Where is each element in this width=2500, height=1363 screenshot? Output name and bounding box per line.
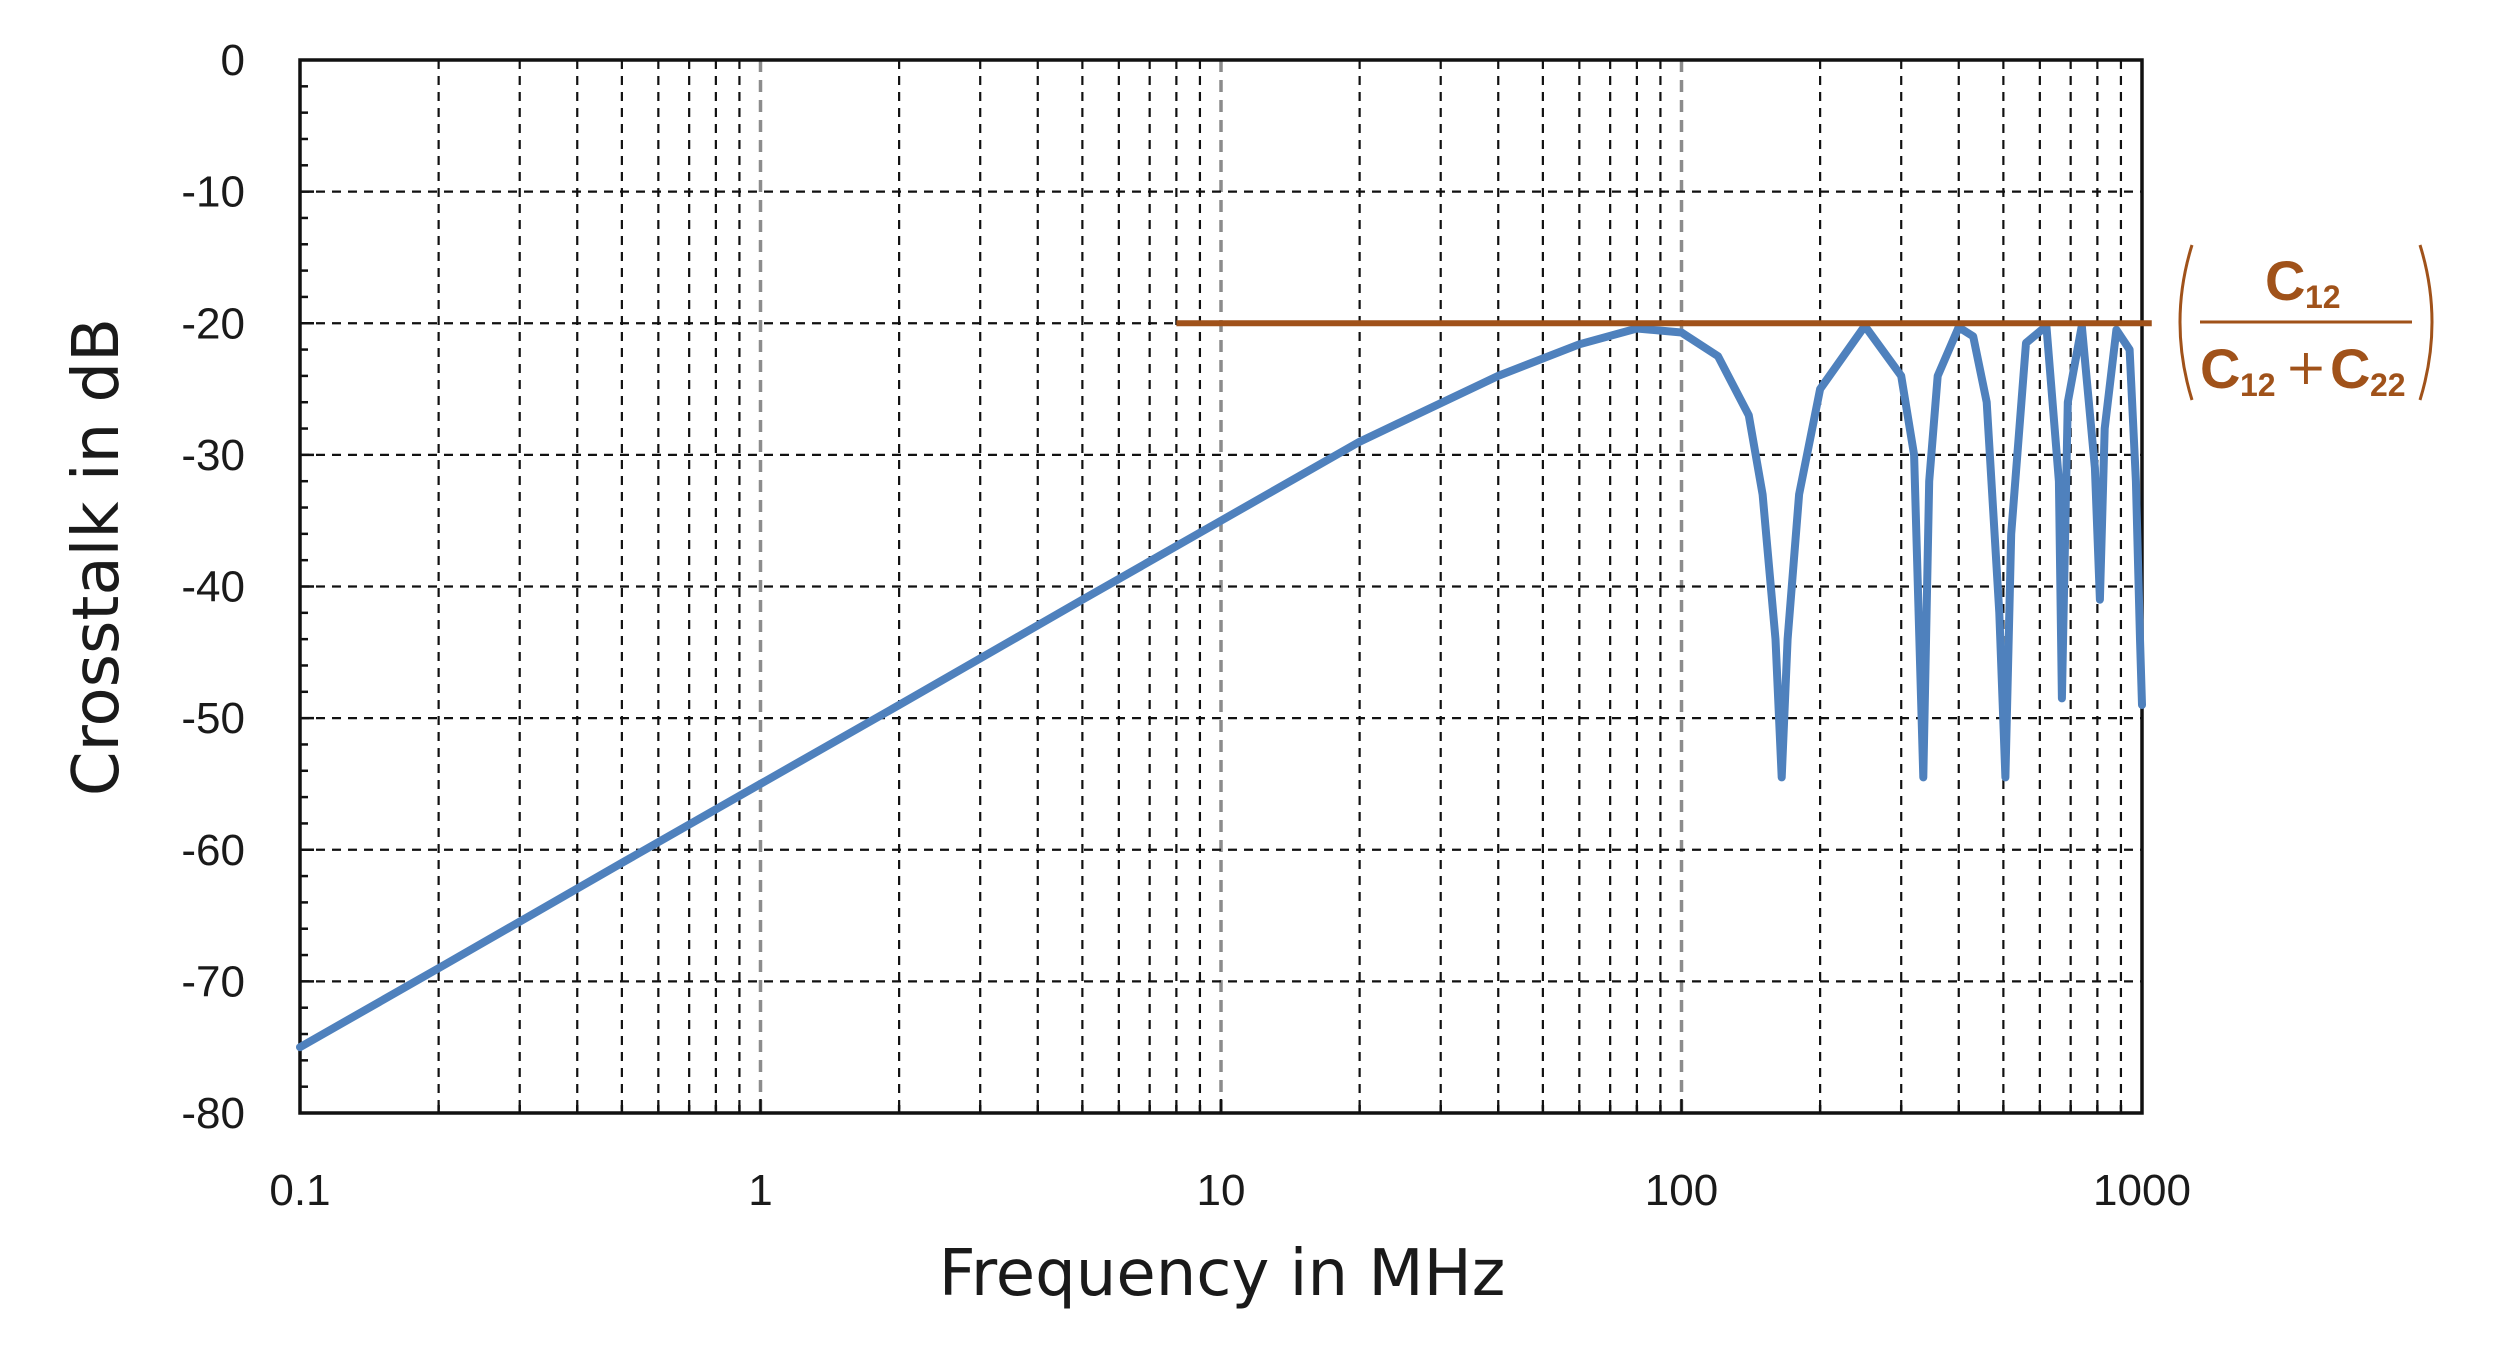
formula-label: C 12C 12 + C 22 <box>2178 244 2434 403</box>
x-tick-label: 10 <box>1197 1166 1246 1215</box>
y-tick-label: -10 <box>181 168 245 217</box>
plus-operator: + <box>2285 338 2327 396</box>
denominator-right-subscript: 22 <box>2370 367 2406 403</box>
tick-labels: 0 -10 -20 -30 -40 -50 -60 -70 -80 0.1 1 10 100 1000 <box>181 36 2191 1215</box>
x-tick-label: 1000 <box>2093 1166 2191 1215</box>
crosstalk-series-line <box>296 321 2146 1052</box>
grid <box>300 60 2142 1113</box>
annotations: C 12C 12 + C 22 <box>1176 244 2434 403</box>
y-tick-label: -60 <box>181 826 245 875</box>
y-tick-label: -80 <box>181 1089 245 1138</box>
denominator-left-symbol: C <box>2200 337 2240 400</box>
series <box>296 321 2146 1052</box>
x-tick-label: 100 <box>1645 1166 1718 1215</box>
denominator-right-symbol: C <box>2330 337 2370 400</box>
y-tick-label: -50 <box>181 694 245 743</box>
y-axis-title: Crosstalk in dB <box>60 318 134 796</box>
y-tick-label: -30 <box>181 431 245 480</box>
x-axis-title: Frequency in MHz <box>939 1237 1506 1311</box>
y-tick-label: -20 <box>181 299 245 348</box>
x-tick-label: 0.1 <box>269 1166 330 1215</box>
denominator-left-subscript: 12 <box>2240 367 2276 403</box>
y-tick-label: -70 <box>181 957 245 1006</box>
x-tick-label: 1 <box>748 1166 772 1215</box>
numerator-symbol: C <box>2265 249 2305 312</box>
numerator-subscript: 12 <box>2305 279 2341 315</box>
y-tick-label: -40 <box>181 563 245 612</box>
y-tick-label: 0 <box>221 36 245 85</box>
right-paren <box>2418 244 2434 401</box>
left-paren <box>2178 244 2194 401</box>
